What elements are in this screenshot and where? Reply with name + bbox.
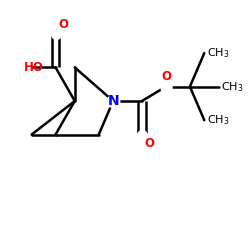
Text: HO: HO xyxy=(24,61,44,74)
Text: CH$_3$: CH$_3$ xyxy=(221,80,244,94)
Text: O: O xyxy=(144,137,154,150)
Text: O: O xyxy=(161,70,171,83)
Text: N: N xyxy=(107,94,119,108)
Text: CH$_3$: CH$_3$ xyxy=(207,113,229,127)
Text: O: O xyxy=(58,18,68,32)
Text: CH$_3$: CH$_3$ xyxy=(207,46,229,60)
